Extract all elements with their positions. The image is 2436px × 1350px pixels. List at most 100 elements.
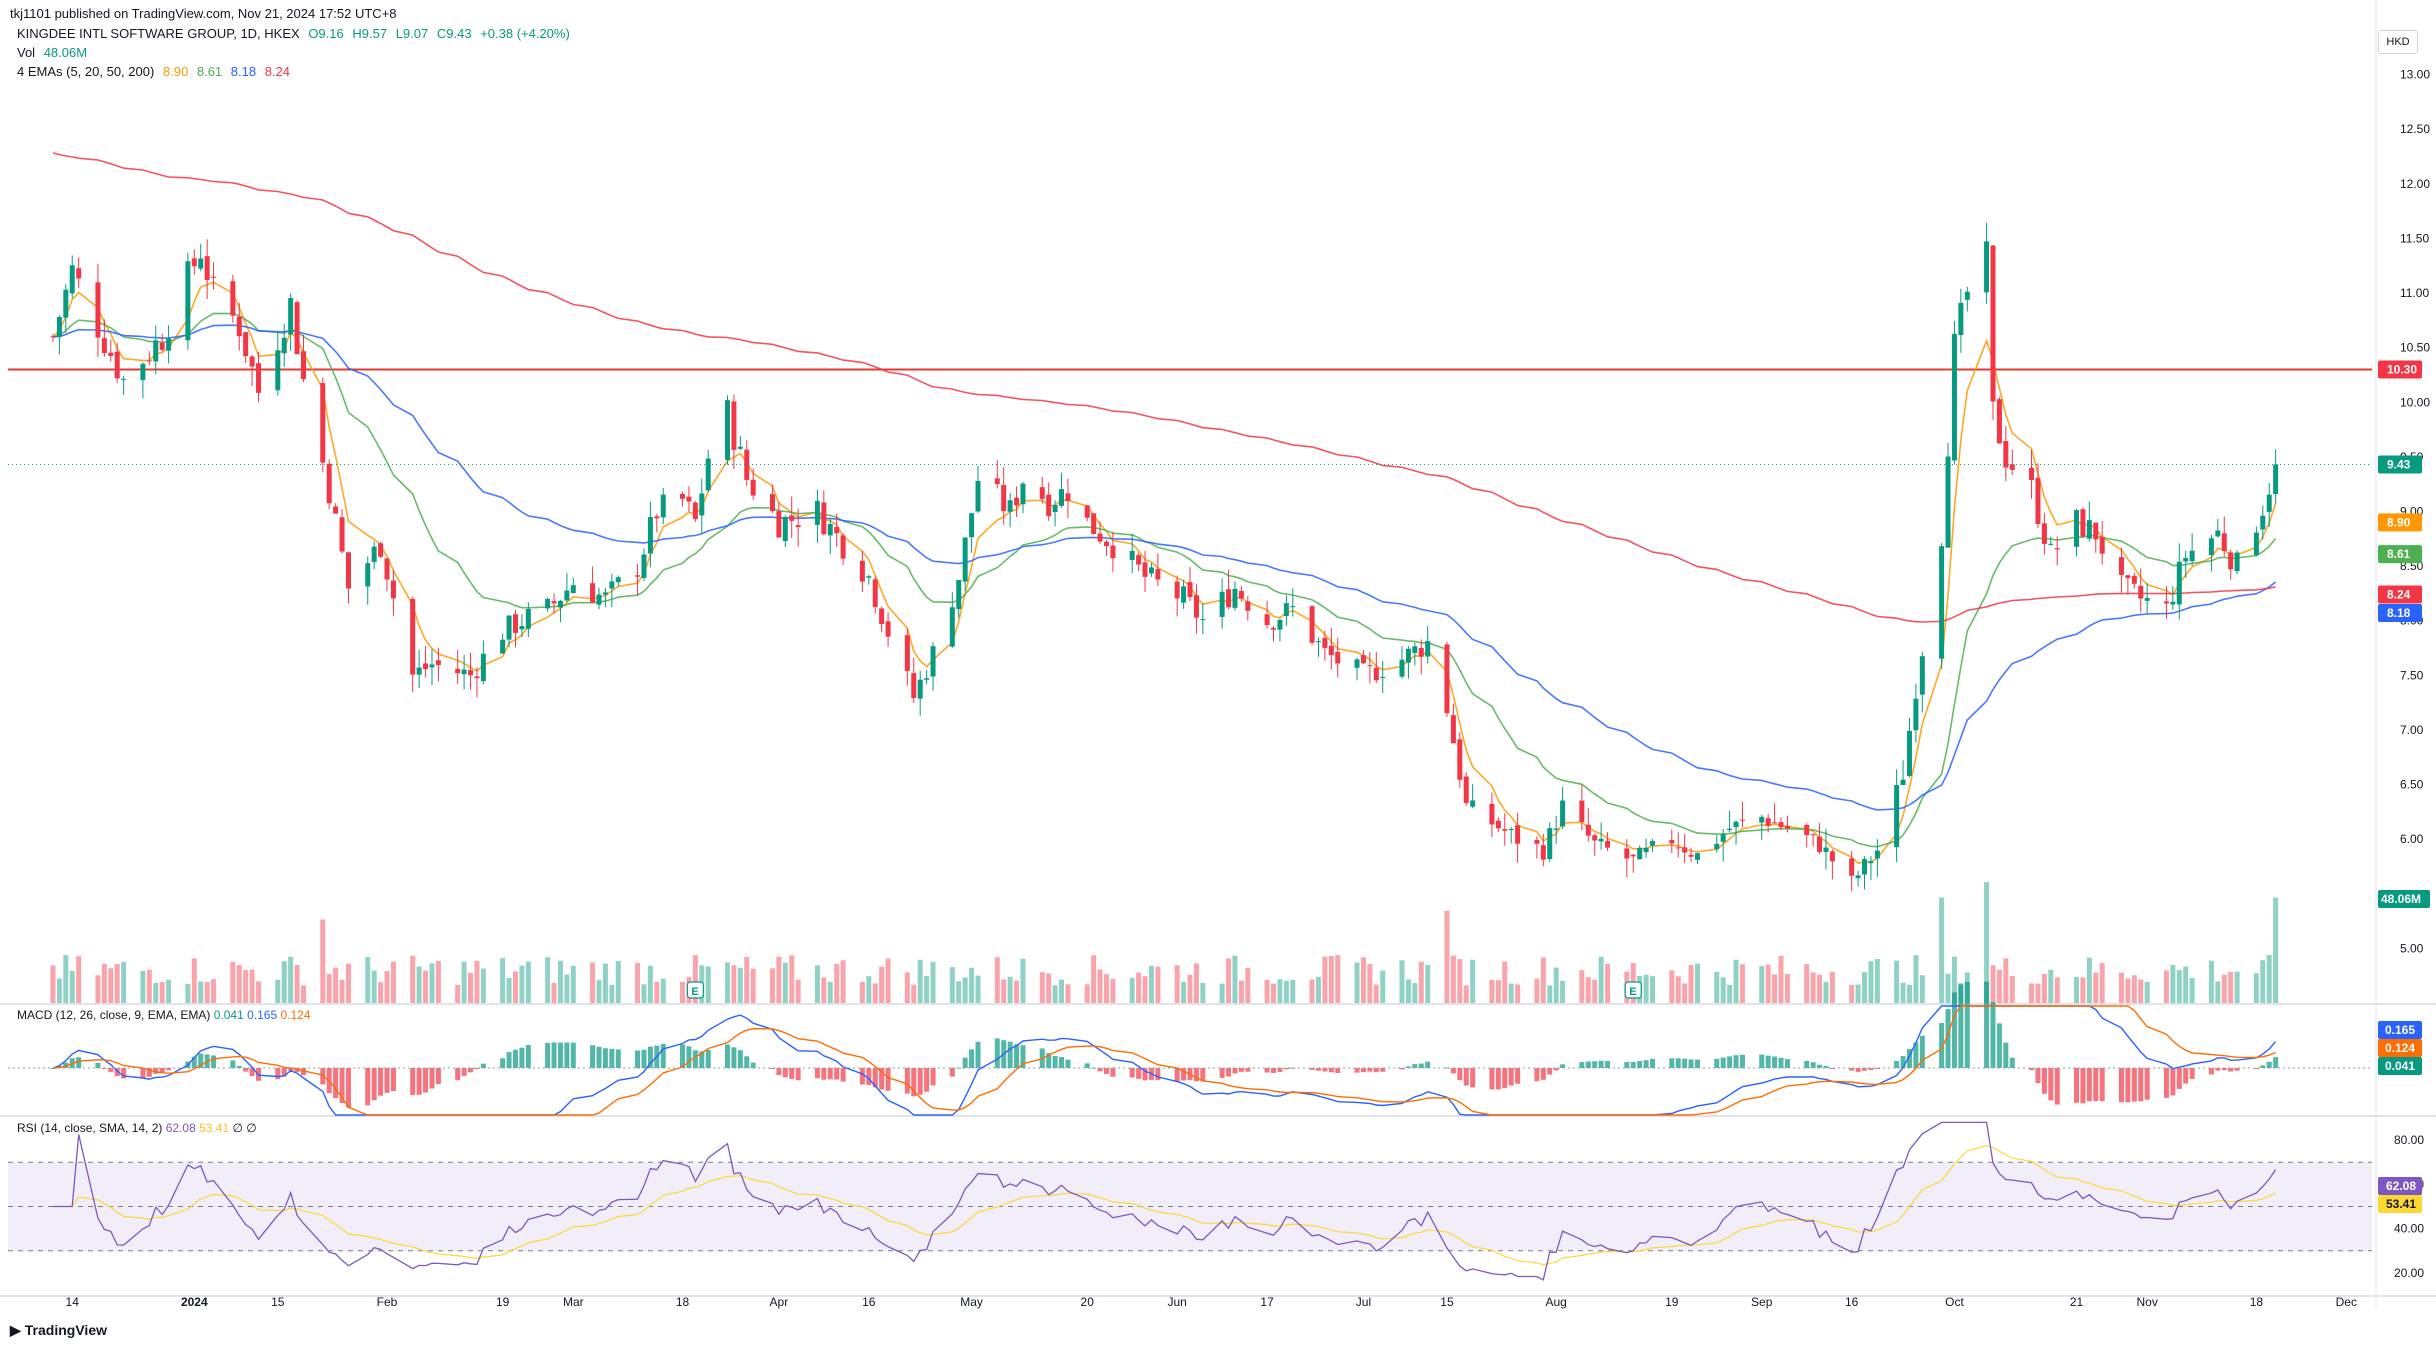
volume-bar — [2176, 969, 2182, 1003]
candle-body — [834, 527, 840, 534]
tradingview-logo[interactable]: ▶ TradingView — [10, 1322, 107, 1339]
volume-bar — [339, 979, 345, 1003]
candle-body — [50, 336, 56, 338]
volume-bar — [1772, 974, 1778, 1003]
volume-bar — [1945, 973, 1951, 1003]
volume-bar — [2029, 983, 2035, 1003]
macd-hist-bar — [1014, 1044, 1020, 1068]
macd-hist-bar — [2170, 1068, 2176, 1096]
macd-hist-bar — [1560, 1064, 1566, 1068]
candle-body — [1495, 820, 1501, 829]
candle-body — [2029, 467, 2035, 480]
macd-hist-bar — [570, 1042, 576, 1068]
candle-body — [185, 261, 191, 341]
macd-signal-line — [52, 1005, 2276, 1116]
macd-hist-bar — [1637, 1061, 1643, 1068]
volume-bar — [1643, 974, 1649, 1003]
candle-body — [1823, 847, 1829, 853]
volume-bar — [924, 975, 930, 1003]
candle-body — [769, 494, 775, 512]
x-tick-label: Apr — [770, 1295, 789, 1309]
macd-hist-bar — [1495, 1068, 1501, 1090]
volume-bar — [480, 968, 486, 1003]
price-tick-label: 13.00 — [2400, 68, 2430, 82]
candle-body — [345, 552, 351, 589]
macd-hist-bar — [294, 1068, 300, 1073]
volume-bar — [1084, 984, 1090, 1003]
volume-bar — [1399, 960, 1405, 1003]
candle-body — [281, 337, 287, 354]
volume-bar — [834, 963, 840, 1003]
candle-body — [378, 543, 384, 557]
volume-bar — [615, 960, 621, 1003]
volume-bar — [2093, 972, 2099, 1003]
macd-hist-bar — [1470, 1068, 1476, 1088]
macd-hist-bar — [2131, 1068, 2137, 1102]
volume-bar — [1360, 957, 1366, 1003]
volume-bar — [769, 968, 775, 1003]
volume-bar — [1823, 981, 1829, 1003]
rsi-tick-label: 40.00 — [2394, 1222, 2424, 1236]
candle-body — [1450, 715, 1456, 744]
volume-bar — [879, 966, 885, 1003]
candle-body — [249, 356, 255, 367]
macd-hist-bar — [1110, 1068, 1116, 1077]
candle-body — [1906, 730, 1912, 776]
macd-hist-bar — [525, 1045, 531, 1068]
volume-bar — [1765, 964, 1771, 1003]
ema20-value: 8.61 — [196, 64, 223, 79]
candle-body — [1328, 645, 1334, 656]
x-tick-label: 15 — [271, 1295, 285, 1309]
volume-bar — [1919, 975, 1925, 1003]
candle-body — [750, 479, 756, 496]
candle-body — [1373, 667, 1379, 681]
ema-line-50 — [52, 324, 2277, 811]
candle-body — [731, 401, 737, 450]
macd-hist-bar — [2029, 1068, 2035, 1070]
volume-label-text: 48.06M — [2381, 892, 2421, 906]
macd-hist-bar — [1142, 1068, 1148, 1081]
macd-hist-bar — [1650, 1058, 1656, 1068]
candle-body — [1540, 845, 1546, 860]
macd-hist-bar — [249, 1068, 255, 1076]
symbol-name[interactable]: KINGDEE INTL SOFTWARE GROUP, 1D, HKEX — [17, 26, 300, 41]
macd-hist-bar — [834, 1068, 840, 1080]
currency-button[interactable]: HKD — [2378, 30, 2418, 54]
candle-body — [1720, 834, 1726, 842]
volume-label[interactable]: Vol — [17, 45, 36, 60]
macd-hist-bar — [339, 1068, 345, 1104]
macd-hist-bar — [1784, 1059, 1790, 1068]
candle-body — [76, 268, 82, 279]
price-tick-label: 6.00 — [2400, 832, 2424, 846]
ema-label[interactable]: 4 EMAs (5, 20, 50, 200) — [17, 64, 155, 79]
volume-bar — [1405, 979, 1411, 1003]
rsi-label-box — [2378, 1195, 2422, 1213]
candle-body — [2125, 575, 2131, 579]
macd-hist-bar — [1913, 1042, 1919, 1068]
macd-label[interactable]: MACD (12, 26, close, 9, EMA, EMA) — [17, 1008, 211, 1022]
macd-hist-bar — [1714, 1058, 1720, 1068]
candle-body — [1200, 619, 1206, 621]
price-tick-label: 12.50 — [2400, 122, 2430, 136]
macd-hist-bar — [1052, 1055, 1058, 1068]
candle-body — [1039, 487, 1045, 499]
volume-bar — [1829, 971, 1835, 1003]
candle-body — [1097, 533, 1103, 542]
candle-body — [545, 598, 551, 609]
candle-body — [590, 583, 596, 603]
rsi-label[interactable]: RSI (14, close, SMA, 14, 2) — [17, 1121, 163, 1135]
candle-body — [1560, 800, 1566, 827]
candle-body — [101, 338, 107, 354]
volume-bar — [455, 984, 461, 1003]
candle-body — [1271, 628, 1277, 630]
volume-bar — [1784, 973, 1790, 1003]
candle-body — [866, 576, 872, 578]
volume-bar — [301, 985, 306, 1003]
macd-hist-bar — [243, 1068, 249, 1072]
macd-hist-bar — [1919, 1035, 1925, 1068]
candle-body — [962, 537, 968, 582]
candle-body — [2138, 585, 2144, 599]
rsi-value: 62.08 — [165, 1121, 196, 1135]
macd-hist-bar — [2093, 1068, 2099, 1101]
